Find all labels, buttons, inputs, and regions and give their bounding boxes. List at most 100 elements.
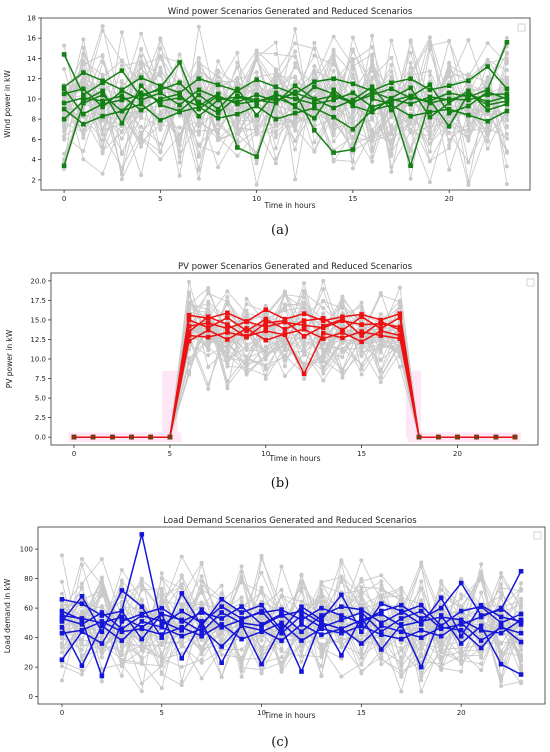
generated-point <box>99 655 104 660</box>
reduced-point <box>379 629 384 635</box>
generated-point <box>350 123 355 128</box>
generated-point <box>177 125 182 130</box>
reduced-point <box>177 60 182 65</box>
reduced-point <box>418 627 424 633</box>
generated-point <box>408 155 413 160</box>
reduced-point <box>427 109 433 115</box>
generated-point <box>485 129 490 134</box>
reduced-point <box>254 112 259 118</box>
generated-scenario-line <box>61 586 522 693</box>
generated-point <box>399 648 404 653</box>
generated-point <box>244 296 249 301</box>
y-tick-label: 60 <box>24 605 33 613</box>
generated-point <box>100 24 105 29</box>
reduced-point <box>319 613 324 618</box>
generated-point <box>379 573 384 578</box>
generated-point <box>62 151 67 156</box>
y-tick-label: 0.0 <box>35 434 46 442</box>
reduced-point <box>179 655 185 661</box>
reduced-scenario-line <box>61 610 522 634</box>
reduced-point <box>466 88 471 94</box>
generated-point <box>199 657 204 662</box>
generated-point <box>389 169 394 174</box>
generated-point <box>370 52 375 57</box>
reduced-point <box>466 94 471 100</box>
generated-point <box>419 678 424 683</box>
generated-point <box>139 125 144 130</box>
generated-point <box>79 658 84 663</box>
generated-point <box>59 643 64 648</box>
generated-point <box>244 362 249 367</box>
reduced-point <box>219 625 224 630</box>
generated-point <box>427 124 432 129</box>
generated-point <box>119 664 124 669</box>
reduced-point <box>350 100 356 106</box>
reduced-point <box>139 604 145 609</box>
generated-point <box>499 575 504 580</box>
generated-point <box>439 667 444 672</box>
reduced-point <box>478 645 484 651</box>
generated-point <box>319 595 324 600</box>
reduced-point <box>418 608 424 614</box>
generated-point <box>479 577 484 582</box>
reduced-point <box>273 100 279 106</box>
reduced-point <box>215 97 221 103</box>
generated-point <box>439 657 444 662</box>
generated-point <box>321 287 326 292</box>
generated-point <box>199 587 204 592</box>
generated-point <box>259 585 264 590</box>
generated-point <box>479 661 484 666</box>
generated-point <box>254 54 259 59</box>
reduced-point <box>61 106 67 112</box>
reduced-point <box>369 84 375 90</box>
generated-point <box>370 146 375 151</box>
generated-point <box>359 308 364 313</box>
generated-point <box>302 303 307 308</box>
generated-point <box>299 649 304 654</box>
generated-point <box>466 138 471 143</box>
generated-point <box>177 137 182 142</box>
reduced-point <box>235 86 240 92</box>
generated-point <box>62 67 67 72</box>
generated-point <box>279 660 284 665</box>
generated-point <box>239 647 244 652</box>
generated-point <box>399 641 404 646</box>
generated-point <box>319 642 324 647</box>
reduced-point <box>350 147 356 152</box>
generated-point <box>447 114 452 119</box>
generated-point <box>408 107 413 112</box>
generated-point <box>158 65 163 70</box>
reduced-point <box>416 434 422 440</box>
generated-point <box>235 76 240 81</box>
generated-point <box>399 673 404 678</box>
y-tick-label: 10.0 <box>30 356 46 364</box>
reduced-point <box>438 623 444 629</box>
reduced-point <box>504 39 510 45</box>
reduced-point <box>119 97 125 103</box>
generated-point <box>299 572 304 577</box>
reduced-point <box>301 371 307 377</box>
reduced-point <box>219 604 224 609</box>
y-axis-label: Load demand in kW <box>3 578 12 653</box>
generated-point <box>179 575 184 580</box>
generated-point <box>100 74 105 79</box>
generated-point <box>196 63 201 68</box>
x-tick-label: 15 <box>357 709 366 717</box>
reduced-point <box>446 123 452 129</box>
generated-point <box>419 579 424 584</box>
generated-point <box>206 365 211 370</box>
reduced-point <box>331 114 336 120</box>
reduced-point <box>139 625 145 630</box>
generated-point <box>196 60 201 65</box>
generated-point <box>350 159 355 164</box>
generated-point <box>293 138 298 143</box>
reduced-point <box>119 614 125 620</box>
generated-point <box>340 296 345 301</box>
reduced-scenario-line <box>61 607 522 635</box>
reduced-point <box>339 613 344 618</box>
generated-point <box>179 643 184 648</box>
reduced-point <box>100 113 105 119</box>
reduced-point <box>397 311 403 316</box>
x-tick-label: 20 <box>445 195 454 203</box>
generated-scenario-line <box>63 28 508 150</box>
